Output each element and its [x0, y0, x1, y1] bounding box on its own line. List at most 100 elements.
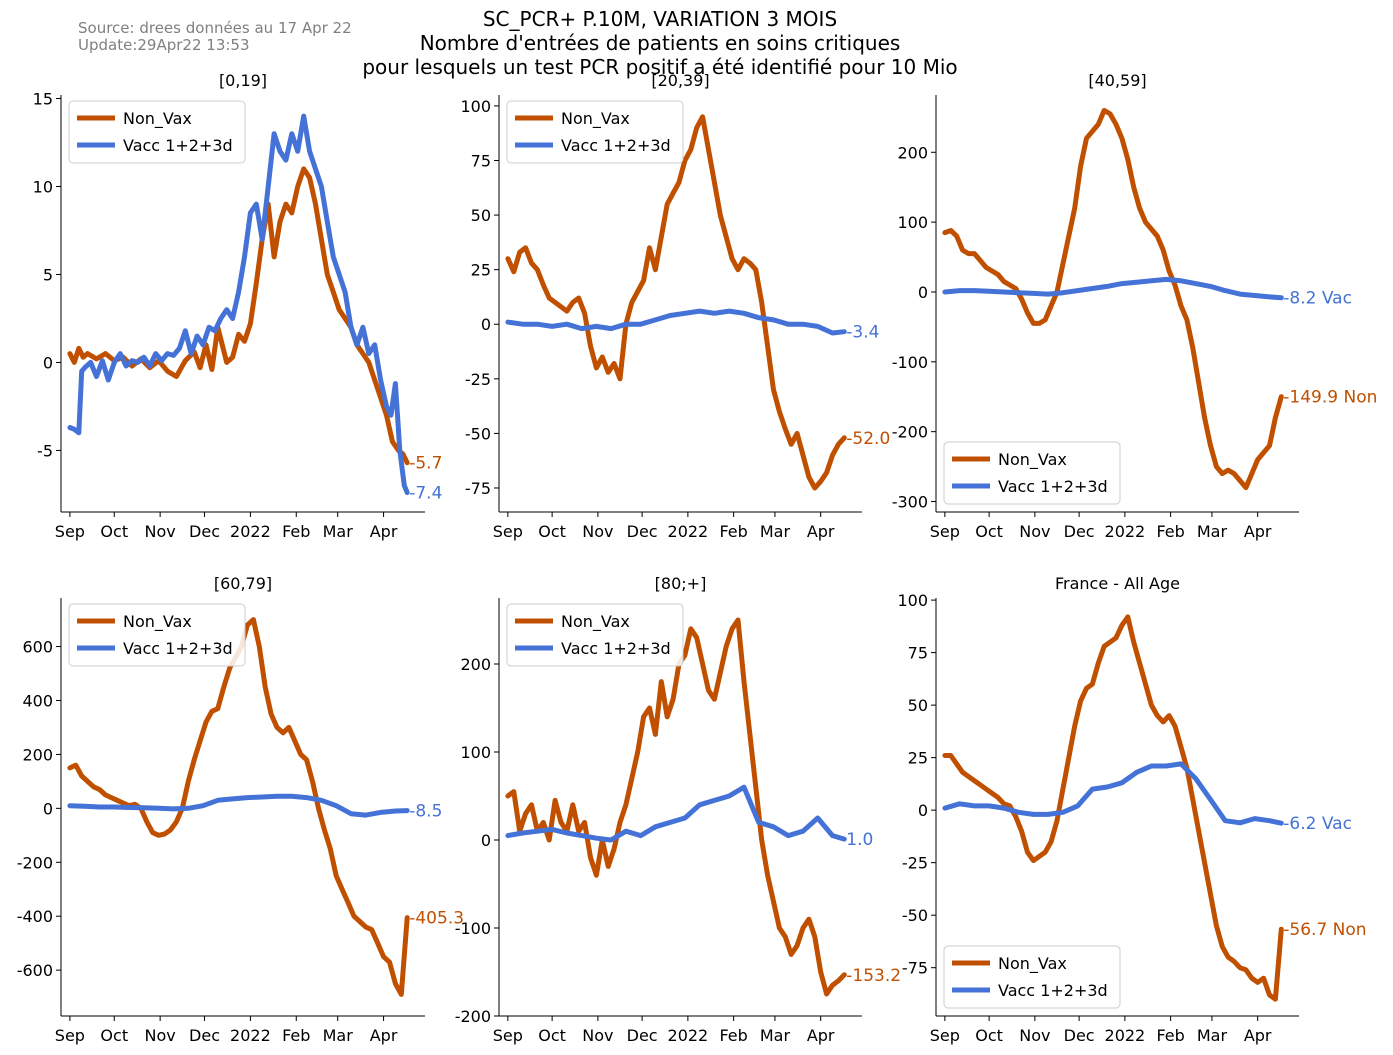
x-tick-label: Nov [582, 522, 613, 541]
y-tick-label: 0 [43, 353, 53, 372]
x-tick-label: Sep [930, 1026, 960, 1045]
series-line-vacc [67, 793, 410, 818]
series-line-nonvax [942, 614, 1284, 1002]
x-tick-label: Feb [282, 522, 310, 541]
y-tick-label: 50 [908, 696, 928, 715]
y-tick-label: 200 [460, 655, 491, 674]
end-value-label: -8.2 Vac [1283, 289, 1352, 309]
series-line-vacc [942, 761, 1284, 826]
legend-label: Non_Vax [123, 612, 192, 632]
y-tick-label: -400 [17, 907, 53, 926]
legend: Non_Vax Vacc 1+2+3d [506, 603, 684, 667]
end-value-label: -5.7 [409, 454, 442, 474]
chart-panel-5: [80;+] -200 -100 0 100 200 Sep Oct Nov Dec 2022 Feb… [455, 574, 901, 1045]
x-tick-label: Apr [807, 522, 835, 541]
panel-title: [80;+] [655, 574, 707, 593]
y-tick-label: 0 [481, 315, 491, 334]
x-tick-label: Apr [1244, 1026, 1272, 1045]
x-tick-label: Nov [1019, 1026, 1050, 1045]
y-tick-label: -200 [17, 853, 53, 872]
y-tick-label: -100 [455, 919, 491, 938]
x-tick-label: Mar [323, 522, 354, 541]
x-tick-label: Nov [145, 1026, 176, 1045]
y-tick-label: 100 [460, 97, 491, 116]
y-tick-label: 75 [471, 151, 491, 170]
x-tick-label: Oct [100, 522, 128, 541]
x-tick-label: Apr [1244, 522, 1272, 541]
y-tick-label: -300 [892, 493, 928, 512]
x-tick-label: Feb [1156, 522, 1184, 541]
series-line-vacc [505, 308, 847, 336]
y-tick-label: -600 [17, 961, 53, 980]
legend-label: Non_Vax [998, 954, 1067, 974]
x-tick-label: Apr [370, 1026, 398, 1045]
y-tick-label: 75 [908, 644, 928, 663]
x-tick-label: Oct [538, 522, 566, 541]
y-tick-label: -25 [902, 854, 928, 873]
x-tick-label: Mar [323, 1026, 354, 1045]
y-tick-label: 0 [43, 799, 53, 818]
series-line-nonvax [505, 114, 847, 491]
x-tick-label: Oct [538, 1026, 566, 1045]
panel-title: [0,19] [219, 71, 267, 90]
x-tick-label: Sep [493, 522, 523, 541]
x-tick-label: 2022 [1105, 1026, 1146, 1045]
y-tick-label: 50 [471, 206, 491, 225]
y-tick-label: -100 [892, 353, 928, 372]
source-line: Source: drees données au 17 Apr 22 [78, 19, 352, 37]
y-tick-label: -50 [465, 424, 491, 443]
x-tick-label: Mar [1197, 522, 1228, 541]
legend: Non_Vax Vacc 1+2+3d [943, 441, 1121, 505]
y-tick-label: -200 [455, 1007, 491, 1026]
series-line-nonvax [67, 166, 410, 466]
series-line-vacc [505, 784, 847, 843]
x-tick-label: Sep [55, 522, 85, 541]
x-tick-label: Dec [627, 1026, 658, 1045]
y-tick-label: 10 [33, 177, 53, 196]
y-tick-label: -5 [37, 441, 53, 460]
x-tick-label: 2022 [668, 1026, 709, 1045]
y-tick-label: 600 [22, 638, 53, 657]
end-value-label: -7.4 [409, 484, 442, 504]
series-line-nonvax [505, 617, 847, 997]
y-tick-label: 200 [897, 143, 928, 162]
figure-title: SC_PCR+ P.10M, VARIATION 3 MOIS Nombre d… [260, 7, 1060, 79]
legend-label: Vacc 1+2+3d [123, 639, 233, 658]
y-tick-label: 15 [33, 90, 53, 109]
x-tick-label: Apr [807, 1026, 835, 1045]
legend-label: Vacc 1+2+3d [561, 639, 671, 658]
y-tick-label: 400 [22, 691, 53, 710]
source-note: Source: drees données au 17 Apr 22 Updat… [78, 20, 352, 54]
y-tick-label: -200 [892, 423, 928, 442]
x-tick-label: Feb [719, 522, 747, 541]
x-tick-label: Apr [370, 522, 398, 541]
x-tick-label: 2022 [230, 522, 271, 541]
legend-label: Vacc 1+2+3d [123, 136, 233, 155]
update-line: Update:29Apr22 13:53 [78, 36, 250, 54]
y-tick-label: 25 [908, 749, 928, 768]
x-tick-label: Nov [582, 1026, 613, 1045]
x-tick-label: Oct [975, 1026, 1003, 1045]
legend-label: Non_Vax [561, 612, 630, 632]
legend: Non_Vax Vacc 1+2+3d [943, 945, 1121, 1009]
end-value-label: -153.2 [846, 966, 901, 986]
title-line-3: pour lesquels un test PCR positif a été … [362, 55, 958, 79]
series-line-nonvax [942, 107, 1284, 491]
x-tick-label: 2022 [230, 1026, 271, 1045]
legend-label: Vacc 1+2+3d [998, 477, 1108, 496]
y-tick-label: -25 [465, 370, 491, 389]
end-value-label: -56.7 Non [1283, 920, 1366, 940]
y-tick-label: 200 [22, 745, 53, 764]
x-tick-label: Dec [627, 522, 658, 541]
x-tick-label: Mar [1197, 1026, 1228, 1045]
y-tick-label: 0 [481, 831, 491, 850]
x-tick-label: 2022 [668, 522, 709, 541]
series-line-vacc [67, 113, 410, 496]
legend-label: Non_Vax [123, 109, 192, 129]
x-tick-label: Dec [1064, 1026, 1095, 1045]
chart-panel-6: France - All Age -75 -50 -25 0 25 50 75 100 Sep Oc… [897, 574, 1366, 1045]
y-tick-label: 0 [918, 801, 928, 820]
chart-panel-2: [20,39] -75 -50 -25 0 25 50 75 100 Sep Oct Nov Dec 20… [460, 71, 890, 541]
